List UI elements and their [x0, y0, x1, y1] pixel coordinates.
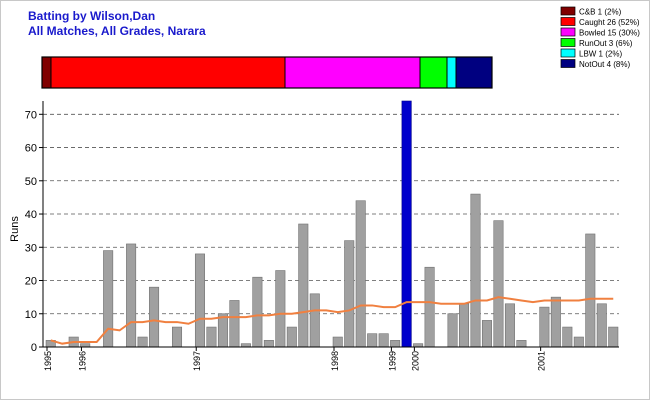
gridlines: [43, 113, 619, 315]
dismissal-segment: [41, 56, 52, 89]
legend-swatch: [560, 38, 576, 47]
y-tick-label: 0: [31, 342, 37, 354]
dismissal-bar: [41, 56, 493, 89]
legend-label: Caught 26 (52%): [579, 18, 640, 27]
bar: [263, 340, 274, 348]
dismissal-segment: [50, 56, 286, 89]
y-tick-label: 50: [25, 176, 37, 188]
bar: [137, 336, 148, 348]
bar: [493, 220, 504, 348]
dismissal-segment: [455, 56, 493, 89]
average-line: [50, 296, 614, 345]
bar: [275, 270, 286, 348]
bar: [573, 336, 584, 348]
bar: [424, 266, 435, 348]
dismissal-segment: [284, 56, 421, 89]
bar: [217, 313, 228, 348]
y-tick-label: 20: [25, 276, 37, 288]
bar: [252, 276, 263, 348]
bar: [504, 303, 515, 348]
bar: [539, 306, 550, 348]
bar: [149, 286, 160, 348]
x-tick-label: 2001: [537, 351, 547, 371]
legend-swatch: [560, 59, 576, 68]
bar: [229, 300, 240, 348]
bar: [550, 296, 561, 348]
y-tick-label: 30: [25, 242, 37, 254]
axes: 0 10 20 30 40 50 60 70 1995 1996 1997 1998 1999 2000 2…: [25, 101, 619, 371]
legend-label: LBW 1 (2%): [579, 50, 622, 59]
y-axis-label: Runs: [9, 216, 21, 242]
bar: [585, 233, 596, 348]
bar: [390, 340, 401, 348]
bar: [459, 303, 470, 348]
legend-label: C&B 1 (2%): [579, 8, 622, 17]
bar: [447, 313, 458, 348]
bar: [344, 240, 355, 348]
bar: [286, 326, 297, 348]
dismissal-bar-outline: [41, 56, 493, 89]
bar: [355, 200, 366, 348]
bar: [298, 223, 309, 348]
x-tick-label: 1998: [330, 351, 340, 371]
bar: [194, 253, 205, 348]
legend-swatch: [560, 17, 576, 26]
bar: [367, 333, 378, 348]
x-tick-label: 1996: [77, 351, 87, 371]
bar: [378, 333, 389, 348]
dismissal-segment: [419, 56, 448, 89]
legend-label: RunOut 3 (6%): [579, 39, 633, 48]
x-tick-label: 1999: [387, 351, 397, 371]
y-tick-label: 40: [25, 209, 37, 221]
average-line-path: [50, 296, 614, 345]
x-tick-label: 1997: [192, 351, 202, 371]
bar: [608, 326, 619, 348]
chart-title: Batting by Wilson,Dan: [28, 9, 155, 23]
legend-swatch: [560, 6, 576, 16]
legend: C&B 1 (2%)Caught 26 (52%) Bowled 15 (30%)…: [560, 6, 640, 69]
legend-label: Bowled 15 (30%): [579, 29, 640, 38]
bar: [172, 326, 183, 348]
x-tick-label: 1995: [43, 351, 53, 371]
x-tick-label: 2000: [410, 351, 420, 371]
legend-label: NotOut 4 (8%): [579, 60, 630, 69]
bar: [309, 293, 320, 348]
bar: [332, 336, 343, 348]
bar: [126, 243, 137, 348]
legend-swatch: [560, 48, 576, 58]
y-tick-label: 60: [25, 143, 37, 155]
bar: [401, 100, 412, 348]
bar: [206, 326, 217, 348]
bar-series: [45, 100, 619, 348]
dismissal-segment: [446, 56, 457, 89]
chart-subtitle: All Matches, All Grades, Narara: [28, 24, 206, 38]
y-tick-label: 70: [25, 109, 37, 121]
bar: [596, 303, 607, 348]
bar: [470, 193, 481, 348]
legend-swatch: [560, 27, 576, 37]
bar: [562, 326, 573, 348]
bar: [516, 340, 527, 348]
y-tick-label: 10: [25, 309, 37, 321]
bar: [481, 320, 492, 348]
